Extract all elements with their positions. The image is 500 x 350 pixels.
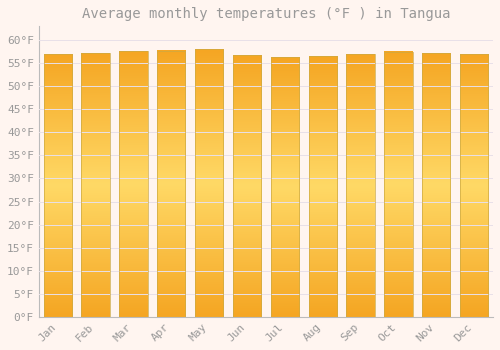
Bar — [119, 51, 148, 317]
Bar — [44, 54, 72, 317]
Bar — [270, 57, 299, 317]
Bar — [460, 54, 488, 317]
Bar — [157, 51, 186, 317]
Bar — [195, 49, 224, 317]
Bar — [233, 55, 261, 317]
Title: Average monthly temperatures (°F ) in Tangua: Average monthly temperatures (°F ) in Ta… — [82, 7, 450, 21]
Bar — [346, 54, 375, 317]
Bar — [82, 53, 110, 317]
Bar — [384, 52, 412, 317]
Bar — [308, 56, 337, 317]
Bar — [422, 53, 450, 317]
